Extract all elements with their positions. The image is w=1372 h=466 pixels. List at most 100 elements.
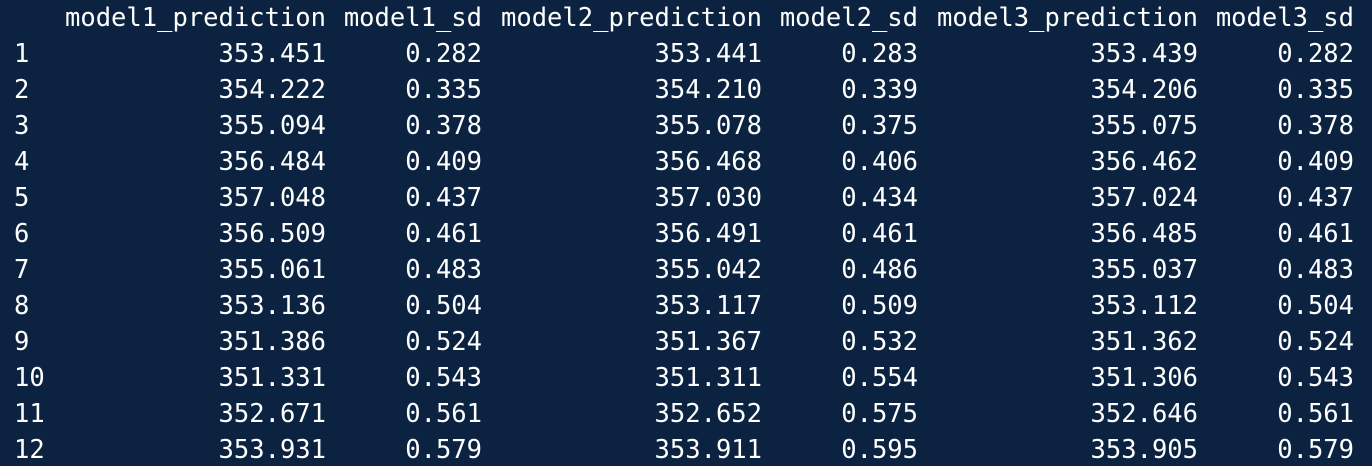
model1-sd-value: 0.561 [405,399,482,429]
model1-sd-value: 0.409 [405,147,482,177]
model3-sd-value: 0.579 [1277,435,1354,465]
model2-prediction-value: 356.491 [654,219,762,249]
table-row: 6 356.509 0.461 356.491 0.461 356.485 0.… [0,216,1372,252]
model2-prediction-value: 355.042 [654,255,762,285]
row-name: 4 [14,147,30,177]
model2-prediction-value: 351.311 [654,363,762,393]
model1-prediction-value: 356.509 [218,219,326,249]
model3-sd-value: 0.409 [1277,147,1354,177]
table-row: 9 351.386 0.524 351.367 0.532 351.362 0.… [0,324,1372,360]
model1-prediction-value: 353.451 [218,39,326,69]
row-name: 7 [14,255,30,285]
model1-sd-value: 0.579 [405,435,482,465]
header-model2-sd: model2_sd [779,3,918,33]
header-rowname [14,0,54,36]
row-name: 5 [14,183,30,213]
model1-prediction-value: 353.931 [218,435,326,465]
model3-prediction-value: 357.024 [1090,183,1198,213]
header-model1-sd: model1_sd [343,3,482,33]
model3-prediction-value: 355.075 [1090,111,1198,141]
model2-prediction-value: 351.367 [654,327,762,357]
model3-sd-value: 0.282 [1277,39,1354,69]
model3-prediction-value: 353.112 [1090,291,1198,321]
header-model3-prediction: model3_prediction [937,3,1198,33]
model2-sd-value: 0.434 [841,183,918,213]
model1-sd-value: 0.504 [405,291,482,321]
model2-sd-value: 0.509 [841,291,918,321]
model3-sd-value: 0.483 [1277,255,1354,285]
model1-prediction-value: 357.048 [218,183,326,213]
model3-sd-value: 0.561 [1277,399,1354,429]
model2-prediction-value: 353.441 [654,39,762,69]
table-row: 4 356.484 0.409 356.468 0.406 356.462 0.… [0,144,1372,180]
model2-prediction-value: 353.911 [654,435,762,465]
model3-prediction-value: 356.485 [1090,219,1198,249]
model1-sd-value: 0.524 [405,327,482,357]
row-name: 12 [14,435,45,465]
model3-sd-value: 0.461 [1277,219,1354,249]
model1-sd-value: 0.378 [405,111,482,141]
model2-sd-value: 0.406 [841,147,918,177]
model1-sd-value: 0.437 [405,183,482,213]
model3-prediction-value: 354.206 [1090,75,1198,105]
model3-prediction-value: 353.905 [1090,435,1198,465]
model3-prediction-value: 353.439 [1090,39,1198,69]
table-header-row: model1_prediction model1_sd model2_predi… [0,0,1372,36]
model3-prediction-value: 351.306 [1090,363,1198,393]
model2-sd-value: 0.554 [841,363,918,393]
table-row: 10 351.331 0.543 351.311 0.554 351.306 0… [0,360,1372,396]
model2-prediction-value: 354.210 [654,75,762,105]
row-name: 9 [14,327,30,357]
model2-prediction-value: 352.652 [654,399,762,429]
model2-prediction-value: 356.468 [654,147,762,177]
row-name: 10 [14,363,45,393]
row-name: 2 [14,75,30,105]
table-row: 8 353.136 0.504 353.117 0.509 353.112 0.… [0,288,1372,324]
model1-sd-value: 0.335 [405,75,482,105]
model3-prediction-value: 352.646 [1090,399,1198,429]
table-row: 11 352.671 0.561 352.652 0.575 352.646 0… [0,396,1372,432]
model3-sd-value: 0.378 [1277,111,1354,141]
table-row: 12 353.931 0.579 353.911 0.595 353.905 0… [0,432,1372,466]
model1-sd-value: 0.483 [405,255,482,285]
model1-prediction-value: 354.222 [218,75,326,105]
model3-sd-value: 0.543 [1277,363,1354,393]
model2-sd-value: 0.595 [841,435,918,465]
model1-prediction-value: 355.061 [218,255,326,285]
model3-sd-value: 0.437 [1277,183,1354,213]
model3-sd-value: 0.524 [1277,327,1354,357]
row-name: 8 [14,291,30,321]
model2-sd-value: 0.375 [841,111,918,141]
model2-prediction-value: 353.117 [654,291,762,321]
table-row: 3 355.094 0.378 355.078 0.375 355.075 0.… [0,108,1372,144]
header-model1-prediction: model1_prediction [65,3,326,33]
model3-prediction-value: 356.462 [1090,147,1198,177]
model1-prediction-value: 351.386 [218,327,326,357]
model1-prediction-value: 353.136 [218,291,326,321]
model2-sd-value: 0.461 [841,219,918,249]
model2-sd-value: 0.486 [841,255,918,285]
model1-sd-value: 0.461 [405,219,482,249]
model3-sd-value: 0.335 [1277,75,1354,105]
model2-sd-value: 0.283 [841,39,918,69]
model3-prediction-value: 355.037 [1090,255,1198,285]
model1-prediction-value: 355.094 [218,111,326,141]
table-row: 1 353.451 0.282 353.441 0.283 353.439 0.… [0,36,1372,72]
model1-prediction-value: 356.484 [218,147,326,177]
table-row: 2 354.222 0.335 354.210 0.339 354.206 0.… [0,72,1372,108]
header-model2-prediction: model2_prediction [501,3,762,33]
model3-prediction-value: 351.362 [1090,327,1198,357]
model3-sd-value: 0.504 [1277,291,1354,321]
model1-sd-value: 0.543 [405,363,482,393]
row-name: 3 [14,111,30,141]
row-name: 1 [14,39,30,69]
table-row: 5 357.048 0.437 357.030 0.434 357.024 0.… [0,180,1372,216]
model2-sd-value: 0.339 [841,75,918,105]
table-row: 7 355.061 0.483 355.042 0.486 355.037 0.… [0,252,1372,288]
model1-prediction-value: 352.671 [218,399,326,429]
row-name: 6 [14,219,30,249]
row-name: 11 [14,399,45,429]
model2-sd-value: 0.532 [841,327,918,357]
model1-prediction-value: 351.331 [218,363,326,393]
